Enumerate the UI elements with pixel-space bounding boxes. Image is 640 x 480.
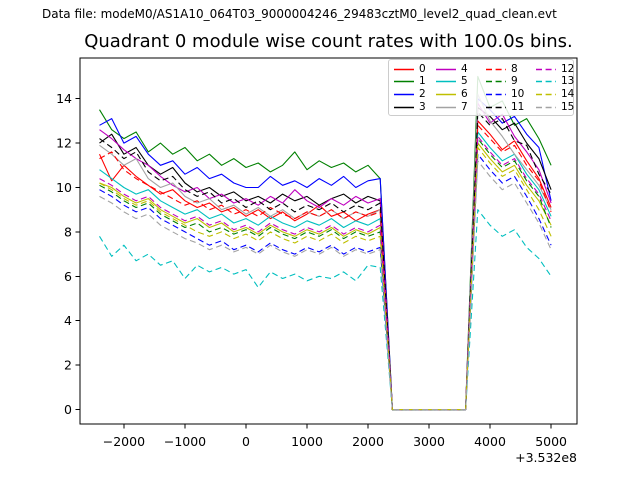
legend-line-sample [536, 80, 556, 83]
legend-line-sample [536, 106, 556, 108]
legend-label: 9 [511, 75, 518, 88]
legend-line-sample [486, 68, 506, 70]
legend-line-sample [486, 106, 506, 108]
svg-text:0: 0 [64, 402, 72, 417]
svg-text:4000: 4000 [474, 434, 506, 449]
series-lines [99, 75, 552, 411]
svg-text:12: 12 [56, 136, 72, 151]
legend-label: 7 [461, 100, 468, 113]
series-line-6 [99, 142, 552, 411]
y-axis-ticks: 0 2 4 6 8 10 12 14 [56, 91, 80, 417]
series-line-2 [99, 98, 552, 411]
legend-line-sample [436, 106, 456, 108]
svg-text:2: 2 [64, 358, 72, 373]
svg-text:−2000: −2000 [103, 434, 145, 449]
svg-text:10: 10 [56, 180, 72, 195]
legend-line-sample [436, 68, 456, 70]
legend-label: 3 [419, 100, 426, 113]
series-line-15 [99, 160, 552, 411]
chart-title: Quadrant 0 module wise count rates with … [84, 31, 573, 52]
series-line-7 [99, 93, 552, 411]
legend-line-sample [486, 93, 506, 95]
datafile-label: Data file: modeM0/AS1A10_064T03_90000042… [42, 7, 557, 21]
series-line-1 [99, 75, 552, 411]
legend-line-sample [394, 106, 414, 108]
legend-line-sample [536, 93, 556, 95]
offset-text: +3.532e8 [515, 450, 577, 465]
svg-text:1000: 1000 [291, 434, 323, 449]
series-line-12 [99, 135, 552, 411]
legend-line-sample [436, 93, 456, 95]
legend-label: 12 [561, 62, 575, 75]
legend-line-sample [486, 80, 506, 83]
svg-text:5000: 5000 [535, 434, 567, 449]
plot-border [79, 57, 578, 425]
legend-label: 15 [561, 100, 575, 113]
legend-label: 2 [419, 87, 426, 100]
svg-text:8: 8 [64, 224, 72, 239]
svg-text:6: 6 [64, 269, 72, 284]
svg-text:3000: 3000 [413, 434, 445, 449]
series-line-13 [99, 209, 552, 411]
legend-label: 5 [461, 75, 468, 88]
series-line-9 [99, 138, 552, 411]
legend: 0 1 2 3 4 5 6 7 8 9 10 11 12 13 14 15 [388, 59, 574, 116]
legend-line-sample [536, 68, 556, 70]
legend-label: 8 [511, 62, 518, 75]
legend-line-sample [436, 80, 456, 83]
legend-label: 6 [461, 87, 468, 100]
legend-line-sample [394, 80, 414, 83]
svg-text:−1000: −1000 [164, 434, 206, 449]
svg-text:4: 4 [64, 313, 72, 328]
svg-text:14: 14 [56, 91, 72, 106]
series-line-10 [99, 153, 552, 411]
svg-text:0: 0 [242, 434, 250, 449]
legend-label: 11 [511, 100, 525, 113]
legend-label: 10 [511, 87, 525, 100]
legend-label: 14 [561, 87, 575, 100]
x-axis-ticks: −2000 −1000 0 1000 2000 3000 4000 5000 [103, 424, 567, 449]
series-line-14 [99, 146, 552, 411]
series-line-11 [99, 111, 552, 411]
legend-line-sample [394, 68, 414, 70]
legend-label: 4 [461, 62, 468, 75]
series-line-3 [99, 106, 552, 411]
legend-label: 13 [561, 75, 575, 88]
legend-line-sample [394, 93, 414, 95]
legend-label: 0 [419, 62, 426, 75]
legend-label: 1 [419, 75, 426, 88]
series-line-5 [99, 131, 552, 411]
svg-text:2000: 2000 [352, 434, 384, 449]
